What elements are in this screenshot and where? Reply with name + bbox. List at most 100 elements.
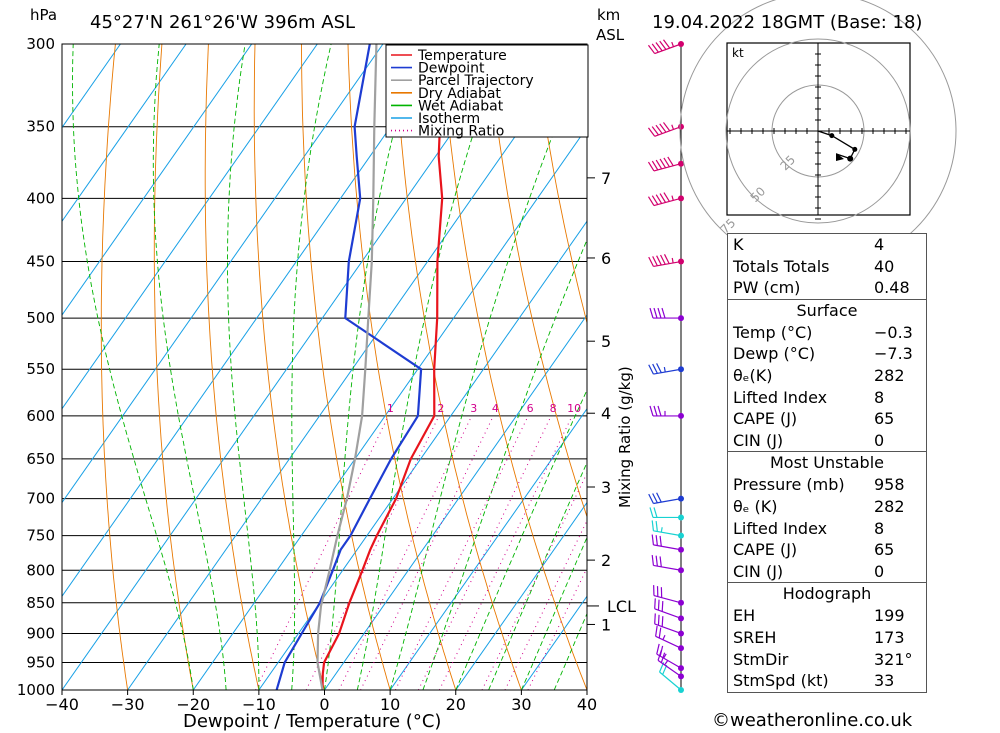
hodograph-storm-marker	[836, 153, 844, 161]
wind-barb	[647, 39, 684, 55]
pressure-tick-label: 950	[26, 653, 55, 671]
most-unstable-row: Pressure (mb) 958	[733, 475, 905, 495]
wind-barb	[653, 585, 684, 606]
hodograph-point	[829, 133, 835, 139]
km-tick-label: 3	[601, 478, 611, 497]
wind-barb	[656, 643, 684, 672]
surface-row: CAPE (J) 65	[733, 409, 895, 429]
wet-adiabat-line	[422, 238, 587, 690]
isotherm-line	[62, 44, 515, 690]
mixing-ratio-axis-title: Mixing Ratio (g/kg)	[616, 366, 634, 508]
isotherm-line	[455, 501, 587, 690]
km-tick-label: 2	[601, 551, 611, 570]
lcl-label: LCL	[607, 597, 636, 616]
dry-adiabat-line	[347, 44, 457, 690]
x-tick-label: 10	[380, 695, 400, 714]
pressure-tick-label: 850	[26, 594, 55, 612]
wind-barb	[651, 534, 684, 553]
hpa-label: hPa	[30, 6, 57, 24]
km-tick-label: 4	[601, 404, 611, 423]
mixing-ratio-line	[305, 415, 440, 690]
asl-label: ASL	[596, 26, 625, 44]
hodograph-table-title: Hodograph	[728, 582, 926, 605]
dry-adiabat-line	[487, 44, 587, 519]
hodograph-point	[852, 146, 858, 152]
pressure-tick-label: 600	[26, 407, 55, 425]
mixing-ratio-line	[360, 415, 494, 690]
pressure-tick-label: 700	[26, 490, 55, 508]
legend-label: Dewpoint	[418, 61, 485, 77]
wet-adiabat-line	[553, 612, 587, 690]
most-unstable-row: Lifted Index 8	[733, 518, 885, 538]
isotherm-line	[62, 44, 318, 410]
isotherm-line	[389, 407, 587, 690]
x-tick-label: −30	[111, 695, 145, 714]
mixing-ratio-label: 1	[387, 402, 394, 415]
mixing-ratio-line	[527, 566, 587, 690]
km-tick-label: 1	[601, 615, 611, 634]
mixing-ratio-line	[338, 415, 473, 690]
dewpoint-line	[275, 44, 423, 690]
surface-title: Surface	[728, 298, 926, 322]
dry-adiabat-line	[394, 44, 522, 690]
km-tick-label: 5	[601, 332, 611, 351]
isotherm-line	[62, 44, 449, 598]
mixing-ratio-label: 3	[470, 402, 477, 415]
surface-row: CIN (J) 0	[733, 430, 885, 450]
pressure-tick-label: 450	[26, 253, 55, 271]
pressure-tick-label: 300	[26, 35, 55, 53]
mixing-ratio-label: 20	[633, 402, 647, 415]
legend-label: Isotherm	[418, 111, 480, 127]
wind-barb	[651, 554, 684, 574]
wet-adiabat-line	[520, 536, 587, 690]
dry-adiabat-line	[533, 44, 587, 325]
wet-adiabat-line	[455, 389, 587, 690]
km-tick-label: 7	[601, 169, 611, 188]
hodograph-table-row: StmDir 321°	[733, 649, 913, 669]
mixing-ratio-label: 4	[492, 402, 499, 415]
x-tick-label: 40	[577, 695, 597, 714]
x-tick-label: −20	[176, 695, 210, 714]
wind-barb	[648, 254, 684, 268]
chart-title: 45°27'N 261°26'W 396m ASL	[90, 12, 355, 33]
mixing-ratio-line	[481, 472, 587, 690]
dry-adiabat-line	[253, 44, 325, 690]
mixing-ratio-label: 25	[656, 402, 670, 415]
dry-adiabat-line	[440, 44, 587, 690]
wind-barb	[648, 363, 684, 375]
pressure-tick-label: 1000	[17, 681, 55, 699]
wet-adiabat-line	[488, 461, 587, 690]
pressure-tick-label: 500	[26, 309, 55, 327]
most-unstable-row: CAPE (J) 65	[733, 540, 895, 560]
surface-row: Temp (°C) −0.3	[733, 322, 913, 342]
hodograph-unit-label: kt	[732, 46, 744, 60]
index-row-pw: PW (cm) 0.48	[733, 278, 910, 298]
mixing-ratio-label: 2	[437, 402, 444, 415]
credit-text[interactable]: ©weatheronline.co.uk	[712, 710, 913, 731]
wet-adiabat-line	[389, 47, 587, 690]
x-tick-label: −10	[242, 695, 276, 714]
isotherm-line	[62, 44, 384, 504]
x-tick-label: 20	[446, 695, 466, 714]
wind-barb	[647, 122, 684, 137]
mixing-ratio-label: 8	[550, 402, 557, 415]
pressure-tick-label: 350	[26, 118, 55, 136]
mixing-ratio-line	[255, 415, 389, 690]
most-unstable-title: Most Unstable	[728, 451, 926, 474]
isotherm-line	[62, 44, 121, 129]
mixing-ratio-label: 6	[527, 402, 534, 415]
x-axis-title: Dewpoint / Temperature (°C)	[183, 711, 441, 732]
most-unstable-row: θₑ (K) 282	[733, 496, 905, 516]
hodograph-table-row: SREH 173	[733, 627, 905, 647]
legend-label: Mixing Ratio	[418, 124, 504, 140]
surface-row: θₑ(K) 282	[733, 365, 905, 385]
wind-barb	[654, 598, 684, 622]
pressure-tick-label: 550	[26, 360, 55, 378]
pressure-tick-label: 650	[26, 450, 55, 468]
mixing-ratio-line	[417, 415, 552, 690]
surface-row: Lifted Index 8	[733, 387, 885, 407]
x-tick-label: 0	[319, 695, 329, 714]
